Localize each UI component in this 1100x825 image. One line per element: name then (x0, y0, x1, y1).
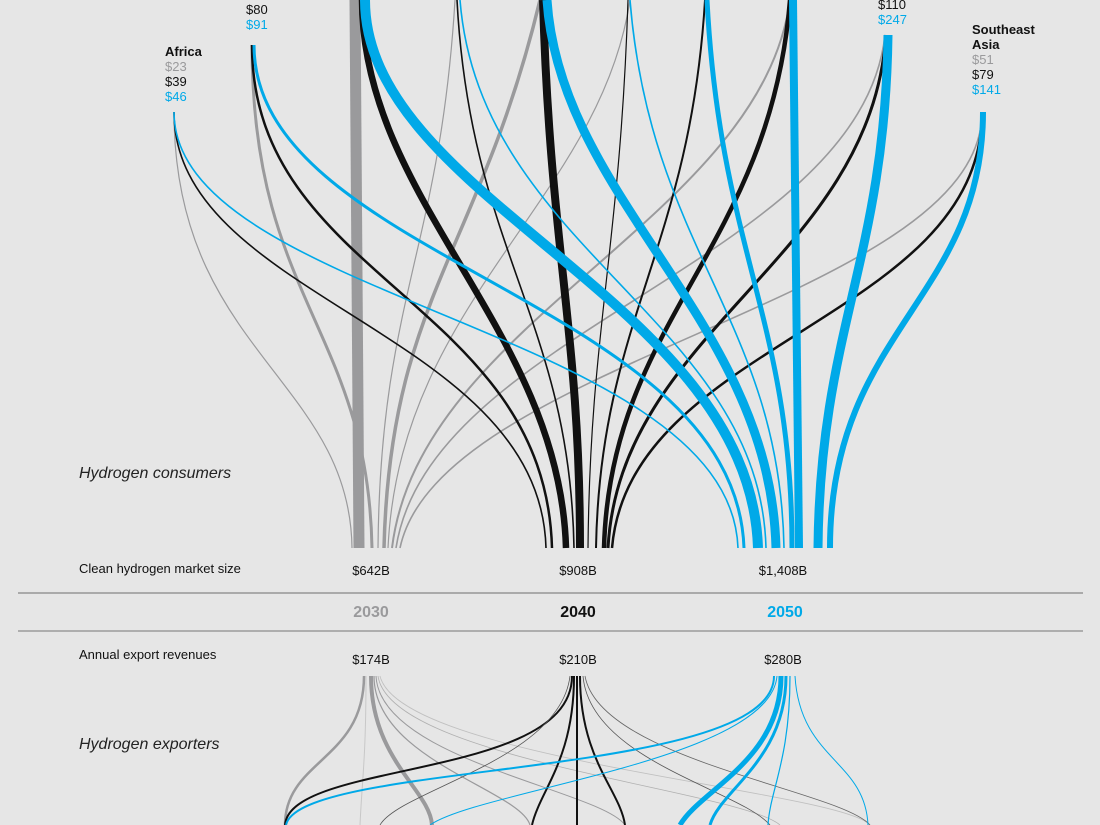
consumers-section-title: Hydrogen consumers (79, 465, 232, 482)
sea-name-line2: Asia (972, 37, 1000, 52)
region-africa-name: Africa (165, 44, 202, 59)
africa-value-2050: $46 (165, 89, 187, 104)
market-size-2030: $642B (352, 563, 390, 578)
sea-value-2030: $51 (972, 52, 994, 67)
region-africa: Africa $23 $39 $46 (165, 44, 202, 104)
region-2-value-2040: $80 (246, 2, 268, 17)
region-3-values: $110 $247 (878, 0, 907, 27)
year-2050: 2050 (767, 604, 803, 621)
export-revenue-2030: $174B (352, 652, 390, 667)
export-revenue-2040: $210B (559, 652, 597, 667)
region-2-values: $80 $91 (246, 2, 268, 32)
export-revenues-label: Annual export revenues (79, 647, 217, 662)
sea-value-2050: $141 (972, 82, 1001, 97)
year-2030: 2030 (353, 604, 389, 621)
africa-value-2030: $23 (165, 59, 187, 74)
market-size-label: Clean hydrogen market size (79, 561, 241, 576)
region-2-value-2050: $91 (246, 17, 268, 32)
sea-name-line1: Southeast (972, 22, 1035, 37)
region-southeast-asia: Southeast Asia $51 $79 $141 (972, 22, 1035, 97)
africa-value-2040: $39 (165, 74, 187, 89)
region-3-value-2040: $110 (878, 0, 906, 12)
export-revenue-2050: $280B (764, 652, 802, 667)
region-3-value-2050: $247 (878, 12, 907, 27)
exporter-flows (283, 675, 871, 825)
consumer-flows (173, 0, 986, 549)
market-size-2040: $908B (559, 563, 597, 578)
sea-value-2040: $79 (972, 67, 994, 82)
exporters-section-title: Hydrogen exporters (79, 736, 220, 753)
market-size-2050: $1,408B (758, 563, 808, 578)
year-2040: 2040 (560, 604, 596, 621)
